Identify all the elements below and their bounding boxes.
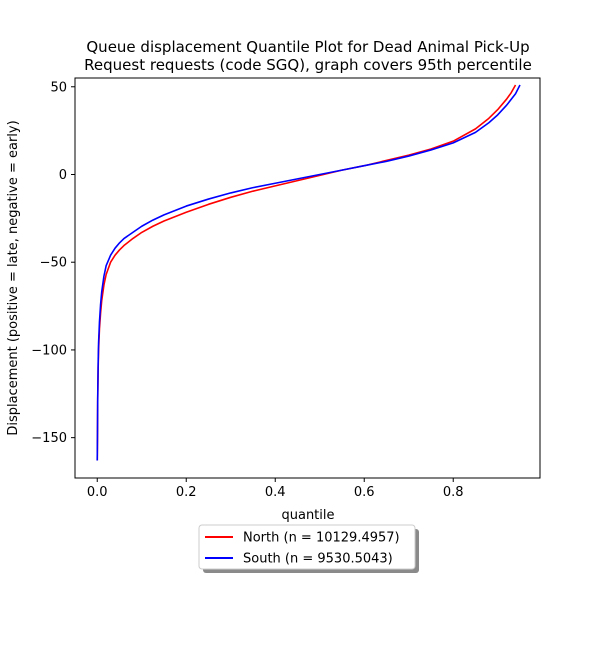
y-tick-label: −150 — [31, 431, 67, 446]
chart-title-line-2: Request requests (code SGQ), graph cover… — [84, 56, 532, 74]
x-tick-label: 0.2 — [176, 485, 197, 500]
x-tick-label: 0.6 — [354, 485, 375, 500]
y-axis-label: Displacement (positive = late, negative … — [6, 120, 21, 435]
y-tick-label: −100 — [31, 343, 67, 358]
y-tick-label: 50 — [50, 80, 67, 95]
y-tick-label: −50 — [40, 256, 67, 271]
x-tick-label: 0.8 — [443, 485, 464, 500]
x-tick-label: 0.0 — [87, 485, 108, 500]
y-axis-ticks: 50 0 −50 −100 −150 — [31, 80, 75, 446]
legend: North (n = 10129.4957) South (n = 9530.5… — [198, 524, 419, 573]
plot-area-frame — [74, 77, 541, 479]
chart-title-line-1: Queue displacement Quantile Plot for Dea… — [86, 38, 529, 56]
x-axis-label: quantile — [281, 508, 334, 523]
y-tick-label: 0 — [59, 168, 67, 183]
x-tick-label: 0.4 — [265, 485, 286, 500]
legend-label-north: North (n = 10129.4957) — [243, 531, 400, 546]
series-layer — [96, 84, 521, 461]
legend-box — [198, 524, 416, 570]
legend-label-south: South (n = 9530.5043) — [243, 552, 393, 567]
series-line-south — [96, 84, 521, 461]
x-axis-ticks: 0.0 0.2 0.4 0.6 0.8 — [87, 478, 464, 500]
